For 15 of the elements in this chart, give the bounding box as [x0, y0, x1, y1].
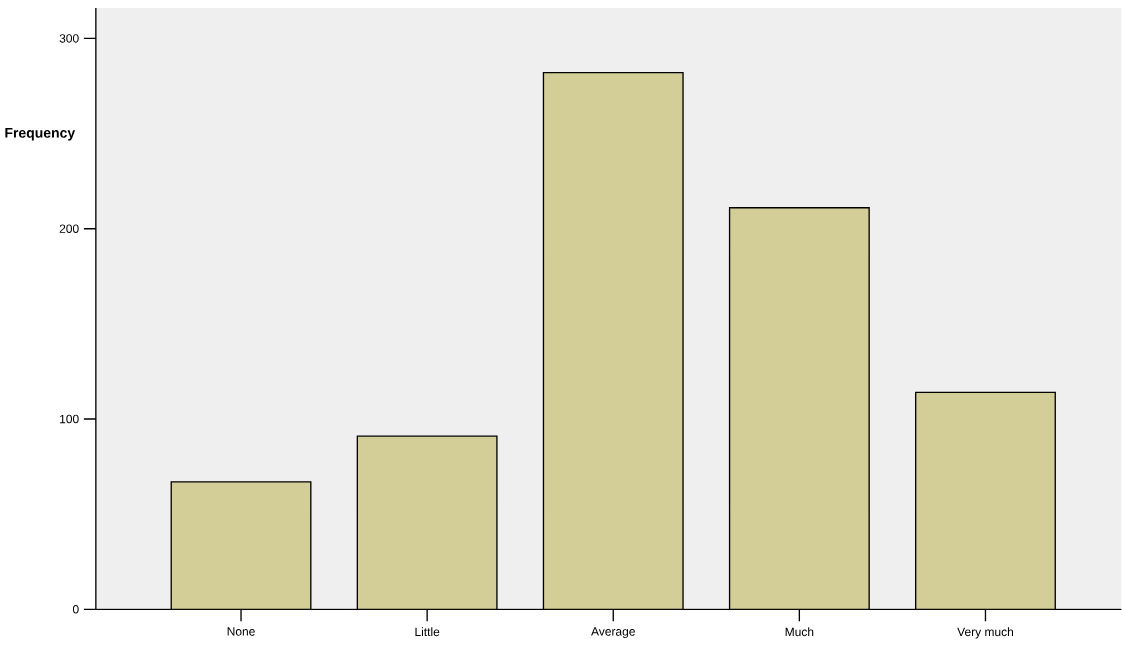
y-tick-label: 0 — [72, 604, 79, 614]
bar — [543, 72, 684, 610]
bar — [915, 391, 1056, 610]
y-tick-label: 200 — [59, 224, 79, 233]
y-tick-label: 300 — [59, 34, 79, 43]
bar — [171, 481, 311, 610]
y-axis-title: Frequency — [5, 127, 76, 141]
x-tick-label: Average — [591, 627, 635, 638]
x-tick-label: None — [227, 627, 255, 636]
bar — [729, 207, 870, 610]
y-tick-label: 100 — [60, 414, 79, 424]
bar — [357, 436, 497, 610]
x-tick-label: Very much — [957, 627, 1013, 639]
x-tick-label: Little — [415, 627, 440, 637]
x-tick-label: Much — [785, 627, 814, 637]
